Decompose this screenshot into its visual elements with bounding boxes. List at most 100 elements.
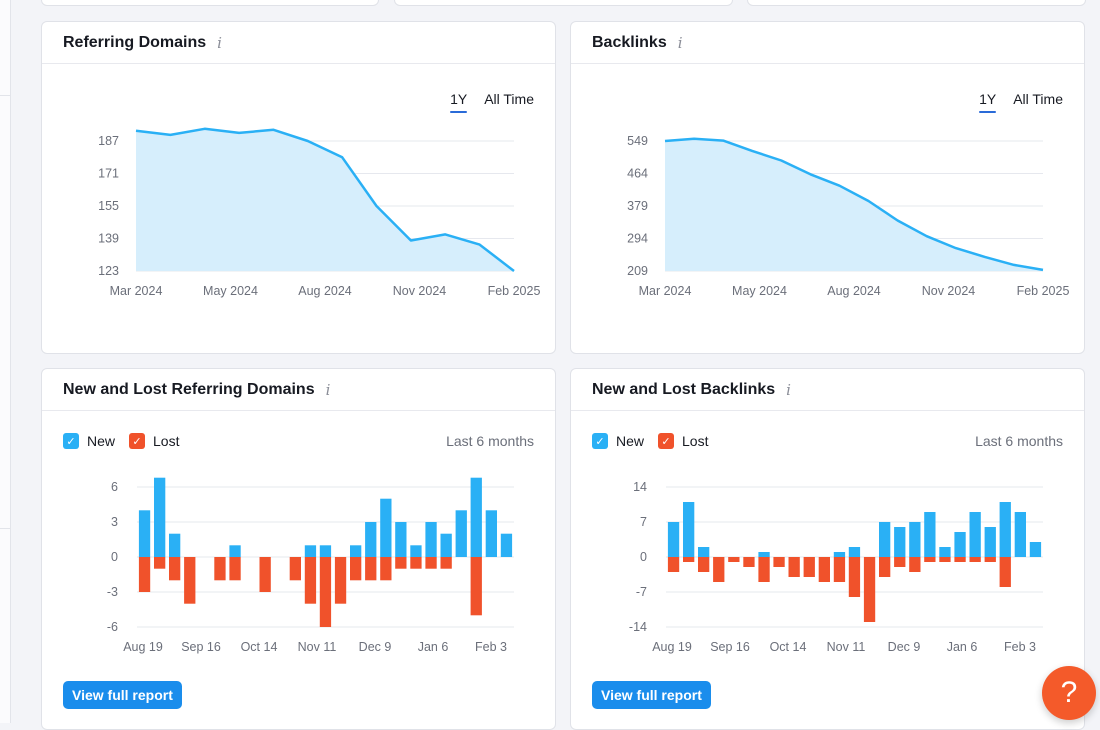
tab-1y[interactable]: 1Y — [450, 91, 468, 113]
legend-lost-toggle[interactable]: ✓ Lost — [658, 433, 708, 449]
x-tick-label: Oct 14 — [770, 640, 807, 654]
new-bar — [667, 522, 680, 557]
card-title: Referring Domains — [63, 33, 207, 51]
new-bar — [894, 527, 906, 557]
view-full-report-button[interactable]: View full report — [592, 681, 711, 709]
card-title: New and Lost Referring Domains — [63, 380, 315, 398]
x-tick-label: Aug 19 — [652, 640, 692, 654]
x-tick-label: Sep 16 — [181, 640, 221, 654]
new-bar — [319, 545, 332, 557]
new-bar — [758, 552, 770, 557]
top-card — [747, 0, 1086, 6]
y-tick-label: 155 — [98, 199, 119, 213]
new-bar — [924, 512, 936, 557]
y-tick-label: -3 — [107, 585, 118, 599]
backlinks-chart: 209 294 379 464 549 Mar 2024 May 2024 Aug 2024 N… — [627, 134, 1070, 298]
x-tick-label: Nov 2024 — [922, 284, 976, 298]
y-tick-label: 123 — [98, 264, 119, 278]
lost-bar — [470, 557, 482, 616]
legend-lost-toggle[interactable]: ✓ Lost — [129, 433, 179, 449]
legend-lost-label: Lost — [153, 433, 180, 449]
y-tick-label: 187 — [98, 134, 119, 148]
y-tick-label: 294 — [627, 232, 648, 246]
new-bar — [683, 502, 695, 557]
legend: ✓ New ✓ Lost — [592, 433, 722, 449]
tab-all-time[interactable]: All Time — [484, 91, 534, 107]
new-bar — [833, 552, 846, 557]
x-tick-label: Feb 3 — [475, 640, 507, 654]
y-tick-label: 14 — [633, 480, 647, 494]
new-lost-backlinks-chart: -14 -7 0 7 14 Aug 19 Sep 16 Oct 14 Nov 11 Dec 9 Ja… — [629, 480, 1043, 654]
tab-1y[interactable]: 1Y — [979, 91, 997, 113]
legend: ✓ New ✓ Lost — [63, 433, 193, 449]
lost-bar — [350, 557, 362, 581]
new-bar — [304, 545, 317, 557]
lost-bar — [154, 557, 166, 569]
checkbox-checked-icon[interactable]: ✓ — [63, 433, 79, 449]
info-icon[interactable]: i — [786, 380, 791, 399]
new-bar — [365, 522, 377, 557]
x-tick-label: Aug 2024 — [827, 284, 881, 298]
y-tick-label: 0 — [640, 550, 647, 564]
rail-divider — [0, 95, 10, 96]
new-bar — [954, 532, 966, 557]
y-tick-label: 139 — [98, 232, 119, 246]
legend-new-label: New — [87, 433, 116, 449]
lost-bar — [894, 557, 906, 567]
period-label: Last 6 months — [975, 433, 1063, 449]
period-tabs: 1Y All Time — [450, 91, 534, 113]
lost-bar — [334, 557, 347, 604]
y-tick-label: -6 — [107, 620, 118, 634]
lost-bar — [788, 557, 800, 577]
info-icon[interactable]: i — [217, 33, 222, 52]
view-full-report-button[interactable]: View full report — [63, 681, 182, 709]
x-tick-label: Dec 9 — [359, 640, 392, 654]
new-bar — [470, 477, 482, 557]
x-tick-label: Feb 3 — [1004, 640, 1036, 654]
x-tick-label: Oct 14 — [241, 640, 278, 654]
area-line — [135, 127, 515, 272]
help-button[interactable]: ? — [1042, 666, 1096, 720]
new-bar — [984, 527, 996, 557]
card-title: New and Lost Backlinks — [592, 380, 776, 398]
checkbox-checked-icon[interactable]: ✓ — [658, 433, 675, 449]
legend-new-toggle[interactable]: ✓ New — [592, 433, 644, 449]
top-card — [394, 0, 733, 6]
left-rail — [0, 0, 11, 723]
x-tick-label: Feb 2025 — [1017, 284, 1070, 298]
new-bar — [410, 545, 422, 557]
lost-bar — [879, 557, 891, 577]
legend-new-toggle[interactable]: ✓ New — [63, 433, 115, 449]
top-card — [41, 0, 379, 6]
lost-bar — [728, 557, 740, 562]
tab-all-time[interactable]: All Time — [1013, 91, 1063, 107]
lost-bar — [214, 557, 226, 581]
new-bar — [939, 547, 951, 557]
card-header: New and Lost Backlinks i — [571, 369, 1084, 411]
legend-new-label: New — [616, 433, 645, 449]
lost-bar — [380, 557, 392, 581]
legend-lost-label: Lost — [682, 433, 709, 449]
y-tick-label: 464 — [627, 167, 648, 181]
info-icon[interactable]: i — [677, 33, 683, 52]
lost-bar — [440, 557, 452, 569]
lost-bar — [818, 557, 830, 582]
checkbox-checked-icon[interactable]: ✓ — [129, 433, 146, 449]
new-bar — [169, 533, 181, 557]
new-bar — [500, 533, 513, 557]
new-bar — [350, 545, 362, 557]
x-tick-label: May 2024 — [203, 284, 258, 298]
lost-bar — [229, 557, 241, 581]
new-bar — [969, 512, 981, 557]
new-bar — [229, 545, 241, 557]
y-tick-label: 549 — [627, 134, 648, 148]
info-icon[interactable]: i — [325, 380, 331, 399]
new-bar — [999, 502, 1011, 557]
new-bar — [698, 547, 710, 557]
y-tick-label: 209 — [627, 264, 648, 278]
y-tick-label: 7 — [640, 515, 647, 529]
lost-bar — [939, 557, 951, 562]
checkbox-checked-icon[interactable]: ✓ — [592, 433, 608, 449]
new-bar — [440, 533, 452, 557]
new-bar — [848, 547, 861, 557]
